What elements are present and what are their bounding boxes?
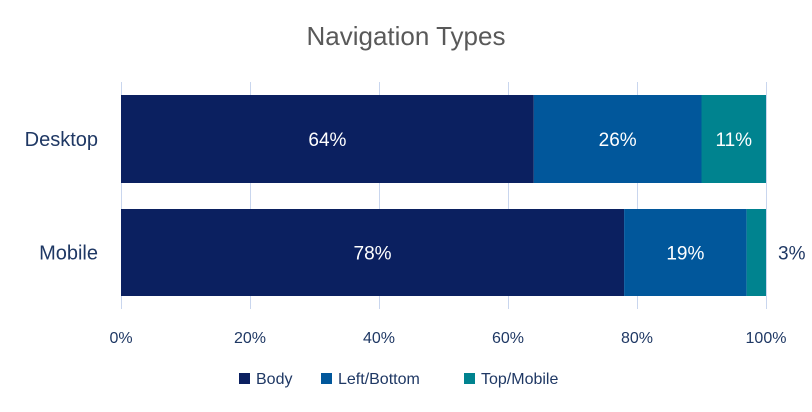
value-axis: 0% 20% 40% 60% 80% 100% [109,330,786,347]
x-tick-label: 40% [363,330,395,347]
category-label: Mobile [39,243,98,265]
legend-swatch [321,373,332,384]
bar-segment [121,95,534,183]
x-tick-label: 100% [746,330,787,347]
category-axis: Desktop Mobile [25,129,98,265]
data-label: 11% [715,130,752,151]
bar-segment [624,209,747,296]
legend-label: Body [256,371,292,388]
x-tick-label: 60% [492,330,524,347]
bar-series [121,95,766,296]
data-label: 64% [308,130,346,151]
data-label: 3% [778,244,806,265]
legend-label: Top/Mobile [481,371,558,388]
bar-segment [746,209,766,296]
chart-title: Navigation Types [307,21,506,51]
bar-segment [121,209,625,296]
data-label: 78% [354,244,392,265]
data-labels: 64% 26% 11% 78% 19% 3% [308,130,805,265]
legend: Body Left/Bottom Top/Mobile [239,371,558,388]
data-label: 26% [599,130,637,151]
bar-segment [701,95,766,183]
x-tick-label: 0% [109,330,132,347]
x-tick-label: 20% [234,330,266,347]
legend-label: Left/Bottom [338,371,420,388]
data-label: 19% [666,244,704,265]
category-label: Desktop [25,129,98,151]
x-tick-label: 80% [621,330,653,347]
legend-swatch [239,373,250,384]
bar-segment [533,95,702,183]
legend-swatch [464,373,475,384]
